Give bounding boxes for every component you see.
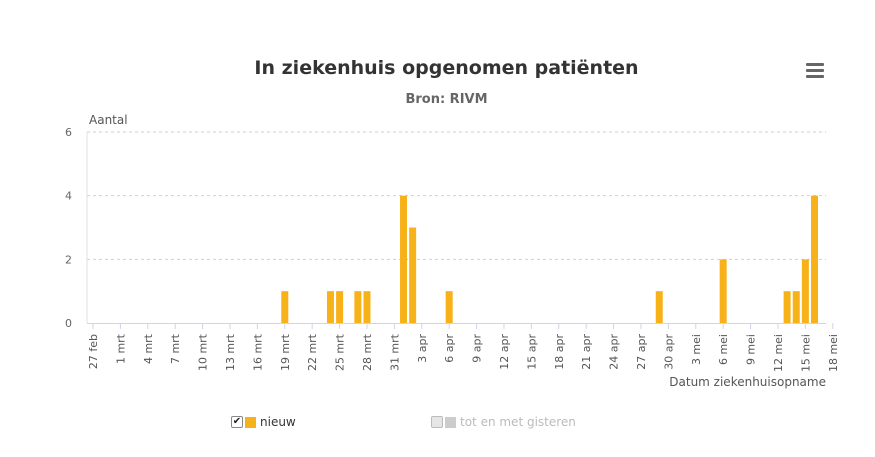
hamburger-menu-icon[interactable] [804,60,826,80]
x-tick-label: 3 apr [416,334,429,363]
bar [811,195,819,323]
chart-subtitle: Bron: RIVM [405,92,488,107]
bar [363,291,371,323]
x-tick-label: 4 mrt [142,333,155,364]
y-tick-label: 4 [65,190,72,203]
legend-swatch-tot-en-met-gisteren [445,416,456,428]
bar [409,227,417,323]
bar [719,259,727,323]
bar [354,291,362,323]
x-tick-label: 19 mrt [279,333,292,371]
bar [336,291,344,323]
bar [326,291,334,323]
x-tick-label: 13 mrt [224,333,237,371]
x-tick-label: 25 mrt [334,333,347,371]
x-tick-label: 9 apr [471,334,484,363]
legend-checkbox-nieuw[interactable]: ✔ [231,416,243,428]
bar [783,291,791,323]
x-tick-label: 15 mei [799,334,812,372]
y-tick-label: 0 [65,317,72,330]
bar [655,291,663,323]
y-tick-label: 6 [65,126,72,139]
y-tick-label: 2 [65,253,72,266]
x-axis-title: Datum ziekenhuisopname [669,375,826,389]
bar [792,291,800,323]
bar [281,291,289,323]
x-tick-label: 3 mei [690,334,703,365]
x-tick-label: 30 apr [662,334,675,370]
legend-label-nieuw: nieuw [260,415,296,429]
bar [400,195,408,323]
x-tick-label: 27 feb [87,334,100,369]
bar [801,259,809,323]
bar [445,291,453,323]
y-axis-title: Aantal [89,113,128,127]
x-tick-label: 27 apr [635,334,648,370]
x-tick-label: 24 apr [608,334,621,370]
x-tick-label: 6 apr [443,334,456,363]
x-tick-label: 16 mrt [251,333,264,371]
x-tick-label: 7 mrt [169,333,182,364]
x-tick-label: 6 mei [717,334,730,365]
x-tick-label: 1 mrt [114,333,127,364]
chart-title: In ziekenhuis opgenomen patiënten [254,57,639,79]
x-tick-label: 22 mrt [306,333,319,371]
x-tick-label: 21 apr [580,334,593,370]
x-tick-label: 31 mrt [388,333,401,371]
legend-item-tot-en-met-gisteren[interactable]: tot en met gisteren [431,415,576,429]
legend-checkbox-tot-en-met-gisteren[interactable] [431,416,443,428]
x-tick-label: 9 mei [745,334,758,365]
x-tick-label: 28 mrt [361,333,374,371]
x-tick-label: 12 mei [772,334,785,372]
x-tick-label: 15 apr [525,334,538,370]
x-tick-label: 12 apr [498,334,511,370]
x-tick-label: 10 mrt [197,333,210,371]
legend-item-nieuw[interactable]: ✔ nieuw [231,415,296,429]
legend-swatch-nieuw [245,416,256,428]
x-tick-label: 18 mei [827,334,840,372]
x-tick-label: 18 apr [553,334,566,370]
legend-label-tot-en-met-gisteren: tot en met gisteren [460,415,576,429]
